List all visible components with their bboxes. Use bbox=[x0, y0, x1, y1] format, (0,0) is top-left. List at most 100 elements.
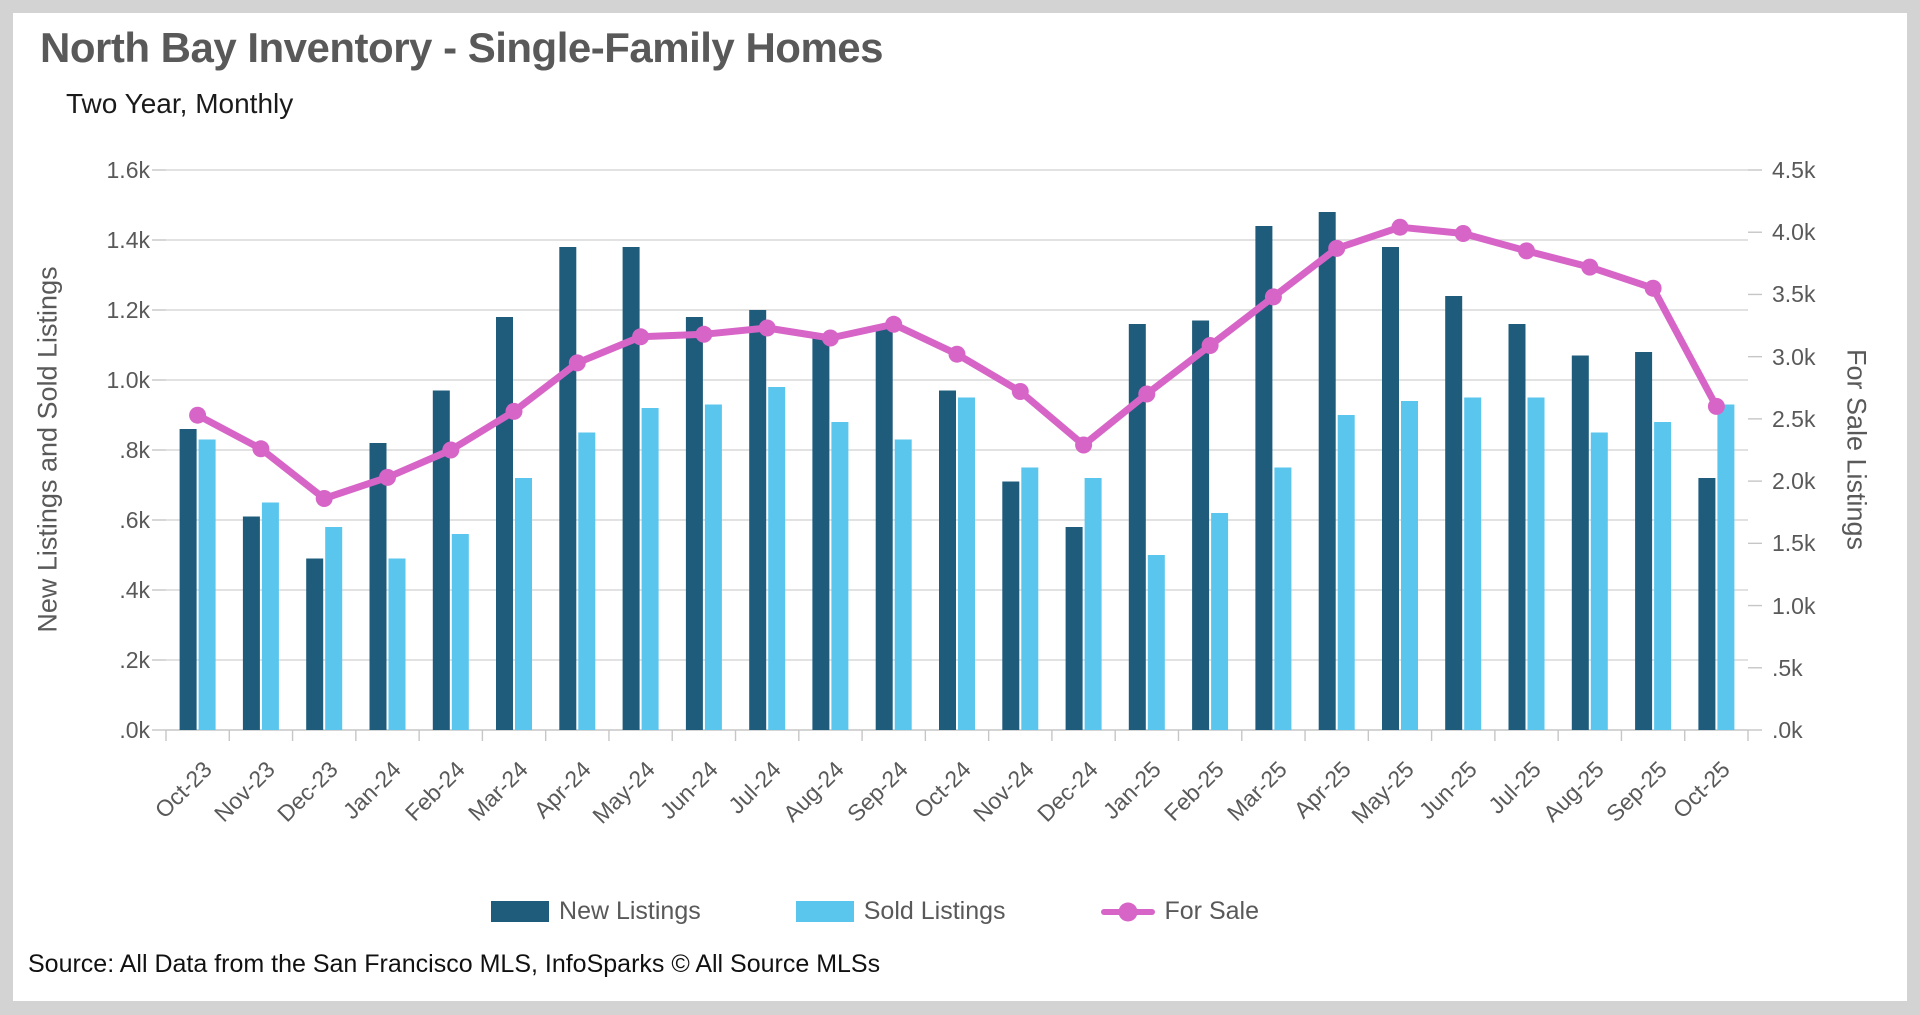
for-sale-point bbox=[1454, 225, 1472, 242]
sold-listings-bar bbox=[1084, 478, 1102, 730]
for-sale-point bbox=[1201, 337, 1219, 354]
legend-item-sold-listings: Sold Listings bbox=[795, 897, 1006, 926]
left-axis-tick-label: 1.6k bbox=[106, 157, 150, 183]
for-sale-point bbox=[1391, 218, 1409, 236]
left-axis-tick-label: .8k bbox=[119, 437, 150, 463]
sold-listings-bar bbox=[1337, 415, 1355, 730]
page-title: North Bay Inventory - Single-Family Home… bbox=[40, 24, 884, 71]
new-listings-bar bbox=[812, 338, 830, 730]
legend-label: New Listings bbox=[559, 897, 701, 925]
sold-listings-bar bbox=[578, 432, 596, 730]
new-listings-bar bbox=[1128, 324, 1146, 730]
right-axis-tick-label: 4.0k bbox=[1772, 219, 1816, 246]
sold-listings-bar bbox=[1654, 422, 1672, 730]
right-axis-tick-label: 1.5k bbox=[1772, 530, 1816, 557]
for-sale-line-marker bbox=[1100, 901, 1155, 923]
left-axis-tick-label: .2k bbox=[119, 647, 150, 673]
left-axis-tick-label: .4k bbox=[119, 577, 150, 603]
right-axis-tick-label: .5k bbox=[1772, 654, 1803, 681]
for-sale-point bbox=[189, 406, 207, 424]
right-axis-tick-label: 2.0k bbox=[1772, 468, 1816, 495]
for-sale-point bbox=[1264, 288, 1282, 306]
for-sale-point bbox=[442, 441, 460, 459]
sold-listings-bar bbox=[1464, 397, 1482, 730]
for-sale-point bbox=[948, 345, 966, 363]
for-sale-point bbox=[1644, 279, 1662, 297]
new-listings-bar bbox=[1571, 355, 1589, 730]
right-axis-tick-label: 1.0k bbox=[1772, 592, 1816, 619]
new-listings-bar bbox=[1192, 320, 1210, 730]
new-listings-bar bbox=[496, 317, 513, 730]
right-axis-tick-label: 4.5k bbox=[1772, 157, 1816, 183]
sold-listings-bar bbox=[1147, 555, 1165, 730]
new-listings-bar bbox=[432, 390, 450, 730]
new-listings-bar bbox=[306, 558, 324, 730]
sold-listings-bar bbox=[1401, 401, 1418, 730]
sold-listings-bar bbox=[1211, 513, 1229, 730]
new-listings-bar bbox=[369, 443, 387, 730]
sold-listings-bar bbox=[451, 534, 469, 730]
sold-listings-bar bbox=[894, 439, 912, 730]
for-sale-point bbox=[885, 315, 903, 333]
for-sale-point bbox=[1138, 385, 1156, 403]
for-sale-point bbox=[821, 329, 839, 347]
for-sale-point bbox=[568, 354, 586, 372]
for-sale-point bbox=[632, 328, 650, 346]
sold-listings-bar bbox=[1274, 467, 1292, 730]
new-listings-bar bbox=[1698, 478, 1716, 730]
for-sale-point bbox=[505, 402, 523, 420]
sold-listings-bar bbox=[1717, 404, 1735, 730]
legend-label: For Sale bbox=[1164, 897, 1259, 925]
new-listings-bar bbox=[559, 247, 577, 730]
new-listings-swatch bbox=[491, 901, 550, 922]
for-sale-point bbox=[758, 319, 776, 337]
new-listings-bar bbox=[1065, 527, 1083, 730]
new-listings-bar bbox=[875, 327, 893, 730]
sold-listings-bar bbox=[1590, 432, 1608, 730]
for-sale-point bbox=[1075, 436, 1093, 454]
sold-listings-bar bbox=[641, 408, 659, 730]
new-listings-bar bbox=[1002, 481, 1020, 730]
page-subtitle: Two Year, Monthly bbox=[66, 88, 294, 119]
right-axis-tick-label: 3.0k bbox=[1772, 343, 1816, 370]
new-listings-bar bbox=[622, 247, 640, 730]
for-sale-point bbox=[695, 325, 713, 343]
legend-item-for-sale: For Sale bbox=[1100, 897, 1259, 926]
right-axis-tick-label: 2.5k bbox=[1772, 405, 1816, 432]
for-sale-point bbox=[1518, 242, 1535, 260]
source-note: Source: All Data from the San Francisco … bbox=[28, 950, 881, 978]
chart-legend: New Listings Sold Listings For Sale bbox=[85, 897, 1665, 926]
for-sale-point bbox=[379, 468, 396, 486]
for-sale-point bbox=[1581, 258, 1599, 276]
sold-listings-bar bbox=[388, 558, 406, 730]
sold-listings-swatch bbox=[795, 901, 854, 922]
left-axis-tick-label: 1.0k bbox=[106, 367, 150, 393]
new-listings-bar bbox=[242, 516, 260, 730]
new-listings-bar bbox=[1508, 324, 1526, 730]
new-listings-bar bbox=[1382, 247, 1399, 730]
left-axis-tick-label: 1.4k bbox=[106, 227, 150, 253]
new-listings-bar bbox=[1445, 296, 1463, 730]
right-axis-tick-label: .0k bbox=[1772, 717, 1803, 743]
left-axis-tick-label: 1.2k bbox=[106, 297, 150, 323]
new-listings-bar bbox=[1635, 352, 1653, 730]
new-listings-bar bbox=[685, 317, 703, 730]
for-sale-line bbox=[194, 223, 1720, 502]
legend-label: Sold Listings bbox=[863, 897, 1006, 925]
new-listings-bar bbox=[749, 310, 767, 730]
for-sale-point bbox=[1328, 239, 1346, 257]
sold-listings-bar bbox=[831, 422, 849, 730]
left-axis-tick-label: .0k bbox=[119, 717, 150, 743]
legend-item-new-listings: New Listings bbox=[491, 897, 701, 926]
sold-listings-bar bbox=[198, 439, 216, 730]
sold-listings-bar bbox=[1021, 467, 1039, 730]
for-sale-point bbox=[1707, 397, 1725, 415]
new-listings-bar bbox=[1255, 226, 1273, 730]
new-listings-bar bbox=[939, 390, 956, 730]
left-axis-tick-label: .6k bbox=[119, 507, 150, 533]
sold-listings-bar bbox=[515, 478, 532, 730]
sold-listings-bar bbox=[958, 397, 975, 730]
sold-listings-bar bbox=[261, 502, 279, 730]
